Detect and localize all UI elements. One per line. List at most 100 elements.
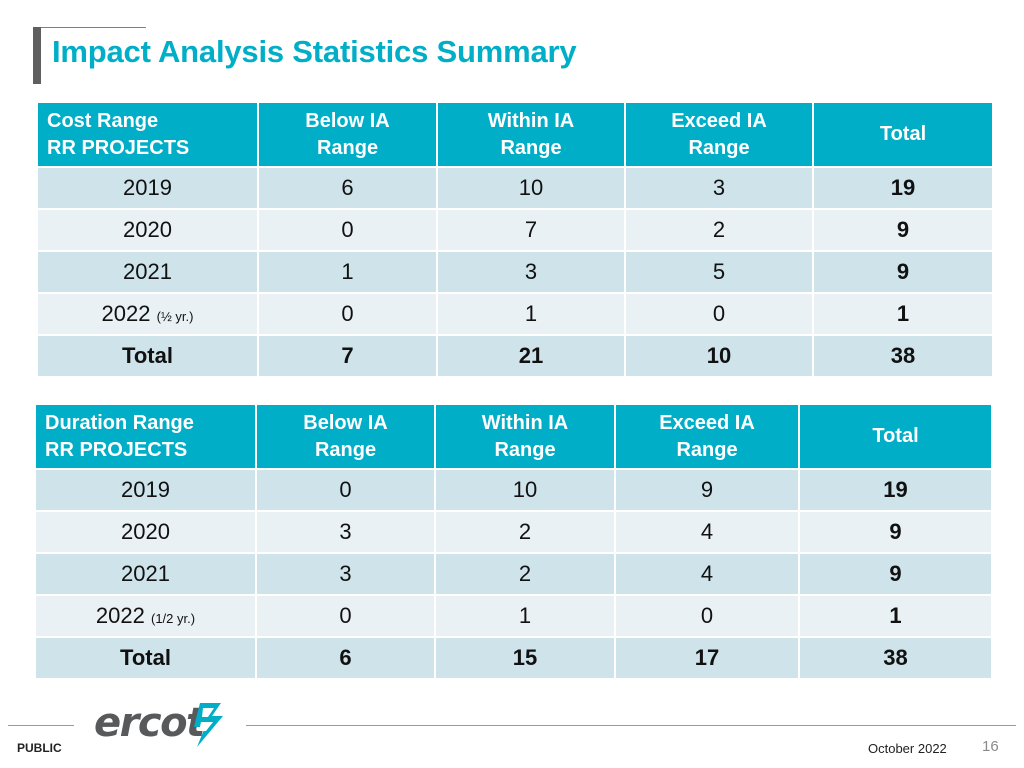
year-cell: 2019 — [34, 468, 257, 512]
header-exceed-line2: Range — [688, 136, 750, 159]
within-cell: 7 — [436, 208, 626, 252]
duration-range-table: Duration Range RR PROJECTS Below IA Rang… — [34, 403, 993, 680]
header-below-line1: Below IA — [305, 109, 390, 132]
below-total-cell: 7 — [257, 334, 438, 378]
table-row: 2022 (1/2 yr.) 0 1 0 1 — [34, 594, 993, 638]
within-cell: 2 — [434, 552, 616, 596]
header-below-line2: Range — [316, 136, 379, 159]
table-header-row: Duration Range RR PROJECTS Below IA Rang… — [34, 403, 993, 470]
footer-rule-right — [246, 725, 1016, 726]
header-within-ia: Within IA Range — [436, 101, 626, 168]
row-total-cell: 19 — [798, 468, 993, 512]
table-header-row: Cost Range RR PROJECTS Below IA Range Wi… — [36, 101, 994, 168]
row-total-cell: 9 — [812, 250, 994, 294]
within-cell: 10 — [434, 468, 616, 512]
table-row: 2020 3 2 4 9 — [34, 510, 993, 554]
row-total-cell: 9 — [798, 510, 993, 554]
table-row: 2019 6 10 3 19 — [36, 166, 994, 210]
total-label-cell: Total — [34, 636, 257, 680]
ercot-logo: ercot — [94, 700, 228, 752]
header-within-line1: Within IA — [481, 411, 569, 434]
header-below-ia: Below IA Range — [257, 101, 438, 168]
exceed-total-cell: 17 — [614, 636, 800, 680]
cost-range-table: Cost Range RR PROJECTS Below IA Range Wi… — [36, 101, 994, 378]
header-total: Total — [812, 101, 994, 168]
year-label: 2020 — [121, 519, 170, 544]
header-exceed-ia: Exceed IA Range — [624, 101, 814, 168]
header-duration-range: Duration Range RR PROJECTS — [34, 403, 257, 470]
page-number: 16 — [982, 738, 999, 755]
table-row: 2021 3 2 4 9 — [34, 552, 993, 596]
title-accent-bar — [33, 27, 41, 84]
row-total-cell: 19 — [812, 166, 994, 210]
exceed-total-cell: 10 — [624, 334, 814, 378]
below-cell: 0 — [255, 594, 436, 638]
below-cell: 6 — [257, 166, 438, 210]
header-exceed-ia: Exceed IA Range — [614, 403, 800, 470]
classification-label: PUBLIC — [17, 741, 62, 755]
year-label: 2022 — [101, 301, 151, 326]
partial-year-note: (½ yr.) — [156, 309, 194, 324]
year-cell: 2020 — [34, 510, 257, 554]
year-cell: 2019 — [36, 166, 259, 210]
year-label: 2019 — [121, 477, 170, 502]
table-row: 2021 1 3 5 9 — [36, 250, 994, 294]
exceed-cell: 0 — [614, 594, 800, 638]
within-total-cell: 21 — [436, 334, 626, 378]
below-cell: 0 — [255, 468, 436, 512]
within-total-cell: 15 — [434, 636, 616, 680]
below-cell: 3 — [255, 510, 436, 554]
table-total-row: Total 6 15 17 38 — [34, 636, 993, 680]
year-label: 2022 — [95, 603, 145, 628]
ercot-lightning-icon — [194, 703, 223, 747]
table-row: 2020 0 7 2 9 — [36, 208, 994, 252]
header-total: Total — [798, 403, 993, 470]
year-cell: 2021 — [36, 250, 259, 294]
year-label: 2021 — [123, 259, 172, 284]
page-title: Impact Analysis Statistics Summary — [52, 34, 577, 69]
below-cell: 0 — [257, 292, 438, 336]
below-cell: 0 — [257, 208, 438, 252]
exceed-cell: 5 — [624, 250, 814, 294]
header-within-line2: Range — [494, 438, 556, 461]
within-cell: 2 — [434, 510, 616, 554]
header-exceed-line1: Exceed IA — [659, 411, 755, 434]
year-label: 2021 — [121, 561, 170, 586]
exceed-cell: 0 — [624, 292, 814, 336]
within-cell: 1 — [434, 594, 616, 638]
below-cell: 3 — [255, 552, 436, 596]
row-total-cell: 1 — [812, 292, 994, 336]
table-row: 2022 (½ yr.) 0 1 0 1 — [36, 292, 994, 336]
year-cell: 2022 (½ yr.) — [36, 292, 259, 336]
header-label-line1: Duration Range — [45, 411, 194, 434]
footer-date: October 2022 — [868, 741, 947, 756]
header-label-line1: Cost Range — [47, 109, 159, 132]
footer-rule-left — [8, 725, 74, 726]
year-label: 2019 — [123, 175, 172, 200]
header-within-ia: Within IA Range — [434, 403, 616, 470]
header-label-line2: RR PROJECTS — [47, 136, 190, 159]
row-total-cell: 9 — [798, 552, 993, 596]
exceed-cell: 9 — [614, 468, 800, 512]
total-label-cell: Total — [36, 334, 259, 378]
header-within-line2: Range — [500, 136, 562, 159]
exceed-cell: 2 — [624, 208, 814, 252]
title-rule — [38, 27, 146, 28]
year-cell: 2021 — [34, 552, 257, 596]
within-cell: 3 — [436, 250, 626, 294]
exceed-cell: 4 — [614, 552, 800, 596]
table-row: 2019 0 10 9 19 — [34, 468, 993, 512]
header-cost-range: Cost Range RR PROJECTS — [36, 101, 259, 168]
grand-total-cell: 38 — [812, 334, 994, 378]
within-cell: 10 — [436, 166, 626, 210]
row-total-cell: 1 — [798, 594, 993, 638]
grand-total-cell: 38 — [798, 636, 993, 680]
exceed-cell: 3 — [624, 166, 814, 210]
header-below-line2: Range — [314, 438, 377, 461]
below-cell: 1 — [257, 250, 438, 294]
exceed-cell: 4 — [614, 510, 800, 554]
year-cell: 2022 (1/2 yr.) — [34, 594, 257, 638]
logo-wordmark: ercot — [94, 700, 205, 746]
year-cell: 2020 — [36, 208, 259, 252]
header-within-line1: Within IA — [487, 109, 575, 132]
